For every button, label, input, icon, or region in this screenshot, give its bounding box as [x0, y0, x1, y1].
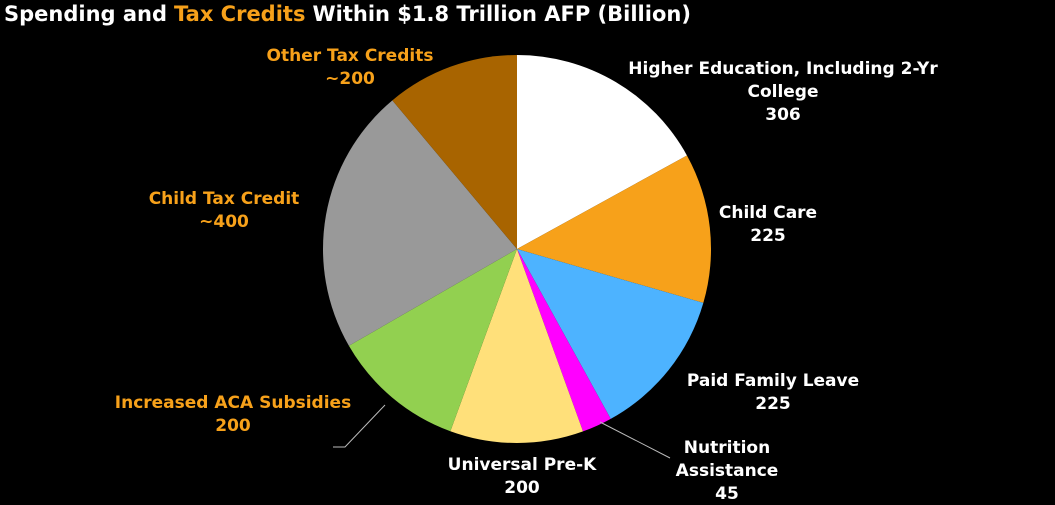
pie-slice	[517, 249, 704, 419]
slice-label: Increased ACA Subsidies 200	[83, 392, 383, 438]
value-label: 200	[504, 478, 540, 498]
slice-label: Child Care 225	[693, 202, 843, 248]
category-label: Increased ACA Subsidies	[114, 393, 352, 413]
value-label: 200	[215, 416, 251, 436]
pie-slice	[517, 249, 611, 432]
category-label: Other Tax Credits	[266, 46, 434, 66]
category-label: Higher Education, Including 2-Yr College	[628, 59, 938, 102]
title-part: Within $1.8 Trillion AFP (Billion)	[312, 2, 691, 26]
pie-slice	[517, 55, 687, 249]
value-label: 306	[765, 105, 801, 125]
value-label: 225	[750, 226, 786, 246]
value-label: 45	[715, 484, 739, 504]
slice-label: Nutrition Assistance 45	[662, 437, 792, 505]
slice-label: Child Tax Credit ~400	[114, 188, 334, 234]
leader-line	[333, 404, 386, 448]
title-part: Tax Credits	[174, 2, 306, 26]
pie-slice	[450, 249, 583, 443]
slice-label: Universal Pre-K 200	[412, 454, 632, 500]
value-label: ~200	[325, 69, 375, 89]
value-label: 225	[755, 394, 791, 414]
pie-slice	[517, 155, 711, 303]
category-label: Paid Family Leave	[686, 371, 860, 391]
pie-slice	[322, 100, 517, 346]
leader-line	[599, 421, 671, 459]
title-part: Spending and	[4, 2, 168, 26]
value-label: ~400	[199, 212, 249, 232]
slice-label: Paid Family Leave 225	[663, 370, 883, 416]
chart-title: Spending and Tax Credits Within $1.8 Trill…	[4, 2, 698, 26]
category-label: Child Tax Credit	[148, 189, 300, 209]
category-label: Universal Pre-K	[447, 455, 597, 475]
category-label: Child Care	[718, 203, 818, 223]
pie-slice	[348, 249, 517, 432]
category-label: Nutrition Assistance	[675, 438, 779, 481]
slice-label: Higher Education, Including 2-Yr College…	[618, 58, 948, 127]
pie-slice	[392, 55, 517, 249]
slice-label: Other Tax Credits ~200	[240, 45, 460, 91]
